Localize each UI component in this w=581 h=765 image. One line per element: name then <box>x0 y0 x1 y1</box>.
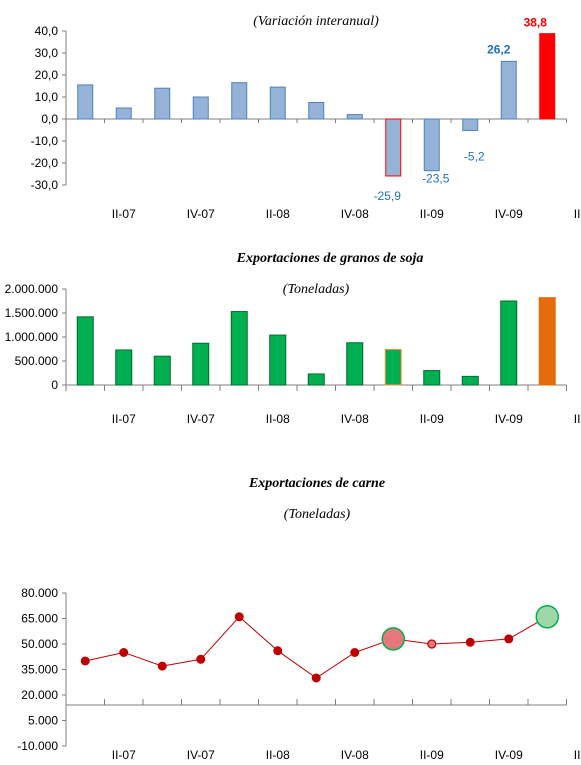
x-tick-label: II-07 <box>112 207 136 221</box>
bar <box>500 60 517 120</box>
data-label: -23,5 <box>422 172 450 186</box>
y-tick-label: 35.000 <box>21 663 58 677</box>
chart3-title: Exportaciones de carne <box>248 476 385 491</box>
x-tick-label: IV-08 <box>341 748 369 762</box>
y-tick-label: 30,0 <box>35 46 59 60</box>
data-label: 26,2 <box>487 42 511 56</box>
series-line <box>85 616 548 679</box>
bar <box>423 118 440 172</box>
x-tick-label: II-08 <box>266 207 290 221</box>
data-point <box>119 648 129 657</box>
data-point <box>465 637 475 647</box>
data-point <box>273 646 283 656</box>
x-tick-label: II-10 <box>574 748 581 762</box>
data-point <box>504 634 514 644</box>
bar <box>423 370 441 386</box>
bar <box>269 86 286 120</box>
x-tick-label: II-07 <box>112 748 136 762</box>
bar <box>77 84 94 120</box>
y-tick-label: 500.000 <box>15 354 59 368</box>
y-tick-label: 20.000 <box>21 688 58 702</box>
bar <box>115 349 133 386</box>
chart-carne: Exportaciones de carne (Toneladas) 80.00… <box>17 476 581 762</box>
bar <box>192 342 210 386</box>
x-tick-label: II-10 <box>574 207 581 221</box>
bar <box>346 342 364 386</box>
bar <box>462 118 479 131</box>
y-tick-label: 0 <box>51 378 58 392</box>
data-point <box>196 654 206 664</box>
chart-soja: Exportaciones de granos de soja (Tonelad… <box>5 251 581 426</box>
chart3-subtitle: (Toneladas) <box>284 507 351 522</box>
bar <box>76 316 94 386</box>
chart1-subtitle: (Variación interanual) <box>253 14 379 29</box>
bar <box>500 300 518 386</box>
y-tick-label: 80.000 <box>21 586 58 600</box>
y-tick-label: 0,0 <box>41 112 58 126</box>
x-tick-label: II-07 <box>112 412 136 426</box>
x-tick-label: IV-09 <box>495 748 523 762</box>
y-tick-label: -20,0 <box>31 156 59 170</box>
x-tick-label: II-08 <box>266 412 290 426</box>
data-point <box>311 673 321 683</box>
chart2-title: Exportaciones de granos de soja <box>236 251 424 266</box>
x-tick-label: IV-07 <box>187 412 215 426</box>
chart-variacion: (Variación interanual) 40,0 30,0 20,0 10,0 0… <box>31 14 581 221</box>
x-tick-label: IV-08 <box>341 207 369 221</box>
x-tick-label: IV-07 <box>187 207 215 221</box>
y-tick-label: 40,0 <box>35 24 59 38</box>
data-point <box>157 661 167 671</box>
x-tick-label: IV-08 <box>341 412 369 426</box>
data-label: -25,9 <box>374 189 402 203</box>
highlight-point <box>535 605 559 629</box>
y-tick-label: 2.000.000 <box>5 282 59 296</box>
data-point <box>234 612 244 622</box>
y-tick-label: 50.000 <box>21 637 58 651</box>
data-point <box>427 639 437 649</box>
chart2-subtitle: (Toneladas) <box>283 282 350 297</box>
bar <box>115 107 132 120</box>
bar <box>346 114 363 120</box>
x-tick-label: II-08 <box>266 748 290 762</box>
bar <box>461 375 479 386</box>
bar <box>231 82 248 120</box>
bar <box>385 118 402 177</box>
bar <box>538 297 556 386</box>
y-tick-label: 1.000.000 <box>5 330 59 344</box>
data-point <box>80 656 90 666</box>
data-label: -5,2 <box>464 149 485 163</box>
x-tick-label: II-09 <box>420 207 444 221</box>
bar <box>539 33 556 120</box>
bar <box>153 355 171 386</box>
y-tick-label: 5.000 <box>28 714 58 728</box>
x-tick-label: II-09 <box>420 412 444 426</box>
x-tick-label: IV-09 <box>495 412 523 426</box>
bar <box>307 373 325 386</box>
bar <box>308 102 325 120</box>
y-tick-label: 1.500.000 <box>5 306 59 320</box>
x-tick-label: IV-07 <box>187 748 215 762</box>
x-tick-label: II-09 <box>420 748 444 762</box>
x-tick-label: II-10 <box>574 412 581 426</box>
highlight-point <box>381 627 405 651</box>
bar <box>154 87 171 120</box>
y-tick-label: -30,0 <box>31 178 59 192</box>
bar <box>269 334 287 386</box>
y-tick-label: -10.000 <box>17 739 58 753</box>
data-label: 38,8 <box>524 16 548 30</box>
y-tick-label: 65.000 <box>21 612 58 626</box>
data-point <box>350 648 360 657</box>
bar <box>230 311 248 386</box>
y-tick-label: -10,0 <box>31 134 59 148</box>
y-tick-label: 20,0 <box>35 68 59 82</box>
x-tick-label: IV-09 <box>495 207 523 221</box>
y-tick-label: 10,0 <box>35 90 59 104</box>
bar <box>384 348 402 386</box>
bar <box>192 96 209 120</box>
